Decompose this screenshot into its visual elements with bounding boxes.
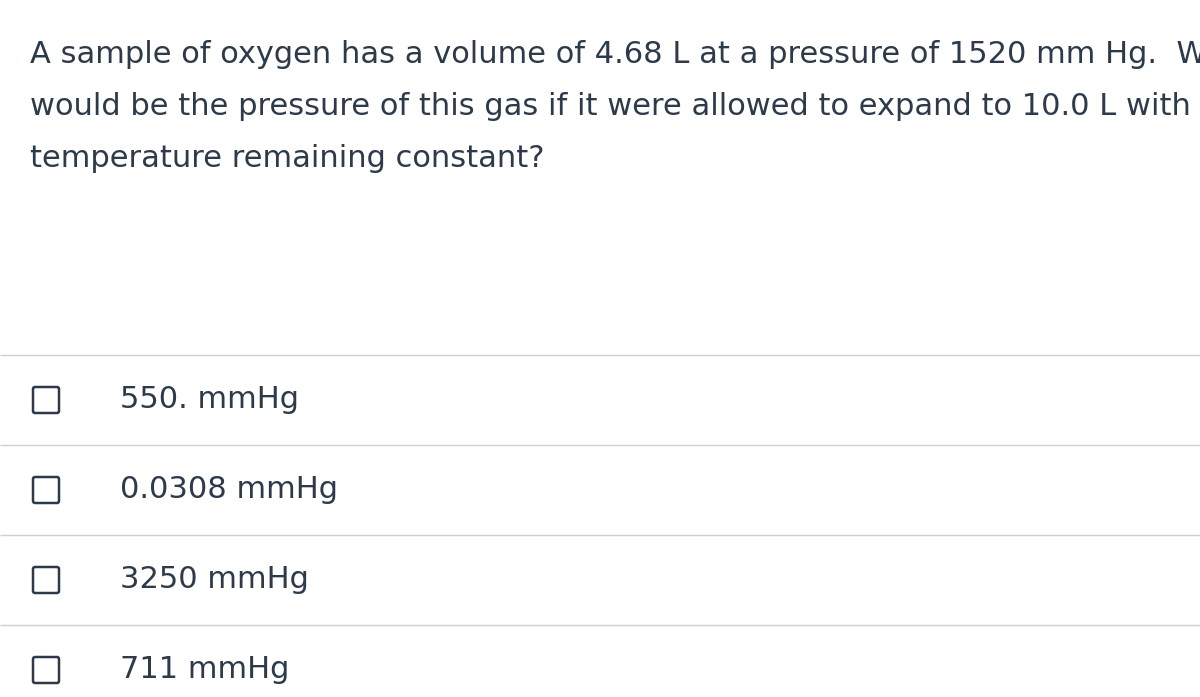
Text: 0.0308 mmHg: 0.0308 mmHg <box>120 475 338 505</box>
Text: A sample of oxygen has a volume of 4.68 L at a pressure of 1520 mm Hg.  What: A sample of oxygen has a volume of 4.68 … <box>30 40 1200 69</box>
Text: 711 mmHg: 711 mmHg <box>120 655 289 684</box>
FancyBboxPatch shape <box>34 387 59 413</box>
FancyBboxPatch shape <box>34 477 59 503</box>
Text: 550. mmHg: 550. mmHg <box>120 385 299 415</box>
Text: temperature remaining constant?: temperature remaining constant? <box>30 144 545 173</box>
Text: 3250 mmHg: 3250 mmHg <box>120 565 308 595</box>
FancyBboxPatch shape <box>34 657 59 683</box>
Text: would be the pressure of this gas if it were allowed to expand to 10.0 L with th: would be the pressure of this gas if it … <box>30 92 1200 121</box>
FancyBboxPatch shape <box>34 567 59 593</box>
